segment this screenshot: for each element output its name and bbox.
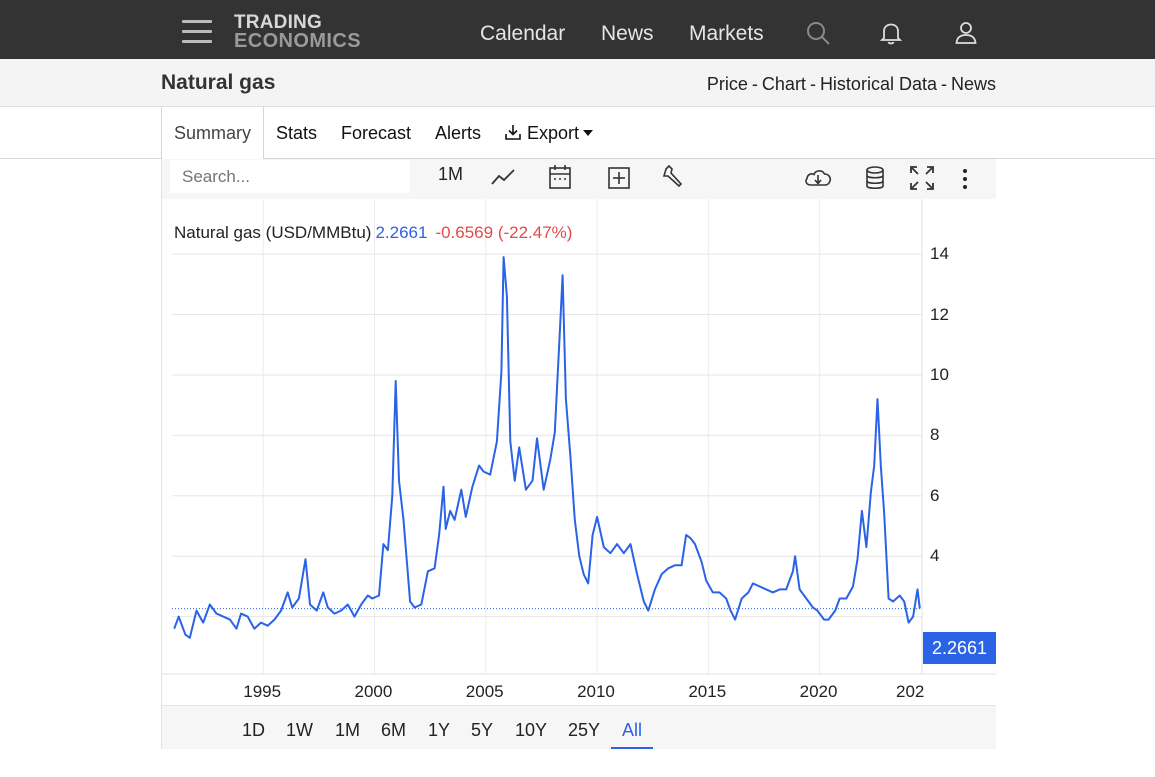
range-1w[interactable]: 1W bbox=[286, 720, 313, 740]
download-icon bbox=[505, 125, 521, 140]
series-line-natural-gas bbox=[173, 256, 921, 639]
menu-icon[interactable] bbox=[182, 20, 212, 43]
title-bar: Natural gas Price - Chart - Historical Data -… bbox=[0, 59, 1155, 107]
page-title: Natural gas bbox=[161, 71, 276, 94]
logo[interactable]: TRADING ECONOMICS bbox=[234, 12, 361, 52]
search-input[interactable] bbox=[170, 160, 410, 193]
logo-line1: TRADING bbox=[234, 12, 322, 33]
breadcrumb-separator: - bbox=[940, 74, 947, 94]
range-25y[interactable]: 25Y bbox=[568, 720, 601, 740]
legend-series-name: Natural gas (USD/MMBtu) bbox=[174, 223, 372, 242]
x-tick-label: 1995 bbox=[243, 682, 282, 701]
tab-forecast[interactable]: Forecast bbox=[341, 123, 412, 143]
chart-grid bbox=[172, 199, 922, 674]
range-6m[interactable]: 6M bbox=[381, 720, 407, 740]
nav-calendar[interactable]: Calendar bbox=[480, 22, 566, 45]
range-all[interactable]: All bbox=[622, 720, 643, 740]
search-icon[interactable] bbox=[805, 20, 831, 46]
price-chart[interactable] bbox=[162, 199, 996, 704]
legend-value: 2.2661 bbox=[375, 223, 428, 242]
x-tick-label: 2000 bbox=[354, 682, 393, 701]
breadcrumb-price[interactable]: Price bbox=[706, 74, 748, 94]
last-price-badge: 2.2661 bbox=[923, 632, 996, 664]
tab-alerts[interactable]: Alerts bbox=[435, 123, 482, 143]
breadcrumb-separator: - bbox=[809, 74, 816, 94]
calendar-icon[interactable] bbox=[548, 164, 572, 192]
breadcrumb-news[interactable]: News bbox=[950, 74, 996, 94]
chart-panel: 1M bbox=[161, 159, 996, 749]
tab-export-label: Export bbox=[527, 123, 580, 143]
add-indicator-icon[interactable] bbox=[607, 164, 631, 192]
tab-export[interactable]: Export bbox=[504, 107, 594, 159]
y-tick-label: 12 bbox=[930, 304, 949, 324]
bell-icon[interactable] bbox=[878, 20, 904, 46]
y-tick-label: 6 bbox=[930, 485, 940, 505]
breadcrumb: Price - Chart - Historical Data - News bbox=[707, 74, 996, 95]
chart-toolbar: 1M bbox=[162, 159, 996, 199]
x-tick-label: 2005 bbox=[465, 682, 504, 701]
x-tick-label: 2015 bbox=[688, 682, 727, 701]
nav-markets[interactable]: Markets bbox=[689, 22, 764, 45]
range-5y[interactable]: 5Y bbox=[471, 720, 494, 740]
y-tick-label: 8 bbox=[930, 425, 940, 445]
breadcrumb-chart[interactable]: Chart bbox=[761, 74, 806, 94]
breadcrumb-separator: - bbox=[751, 74, 758, 94]
chart-series bbox=[172, 256, 922, 639]
fullscreen-icon[interactable] bbox=[909, 164, 935, 192]
chart-legend: Natural gas (USD/MMBtu) 2.2661 -0.6569 (-2… bbox=[174, 223, 572, 243]
range-selector: 1D 1W 1M 6M 1Y 5Y 10Y 25Y All bbox=[162, 705, 996, 749]
y-tick-label: 4 bbox=[930, 546, 940, 566]
database-icon[interactable] bbox=[864, 164, 886, 192]
y-tick-label: 14 bbox=[930, 244, 949, 264]
download-cloud-icon[interactable] bbox=[803, 164, 833, 192]
x-tick-label: 2020 bbox=[799, 682, 838, 701]
range-active-indicator bbox=[611, 747, 653, 749]
wrench-icon[interactable] bbox=[662, 164, 686, 192]
chevron-down-icon bbox=[583, 130, 594, 136]
range-1m[interactable]: 1M bbox=[335, 720, 361, 740]
top-navigation: TRADING ECONOMICS Calendar News Markets bbox=[0, 0, 1155, 59]
range-1d[interactable]: 1D bbox=[242, 720, 266, 740]
x-tick-label: 202 bbox=[896, 682, 924, 701]
user-icon[interactable] bbox=[953, 20, 979, 46]
interval-selector[interactable]: 1M bbox=[438, 164, 464, 184]
nav-news[interactable]: News bbox=[601, 22, 654, 45]
line-chart-icon[interactable] bbox=[490, 164, 516, 192]
more-vertical-icon[interactable] bbox=[959, 164, 971, 192]
x-tick-label: 2010 bbox=[577, 682, 615, 701]
tab-bar: Summary Stats Forecast Alerts Export bbox=[0, 107, 1155, 159]
range-10y[interactable]: 10Y bbox=[515, 720, 548, 740]
breadcrumb-historical-data[interactable]: Historical Data bbox=[819, 74, 937, 94]
tab-summary[interactable]: Summary bbox=[161, 107, 264, 159]
chart-axes bbox=[162, 199, 996, 675]
range-1y[interactable]: 1Y bbox=[428, 720, 451, 740]
y-tick-label: 10 bbox=[930, 364, 949, 384]
logo-line2: ECONOMICS bbox=[234, 30, 361, 52]
chart-area[interactable]: Natural gas (USD/MMBtu) 2.2661 -0.6569 (-2… bbox=[162, 199, 996, 740]
legend-change: -0.6569 (-22.47%) bbox=[435, 223, 573, 242]
tab-stats[interactable]: Stats bbox=[276, 123, 318, 143]
